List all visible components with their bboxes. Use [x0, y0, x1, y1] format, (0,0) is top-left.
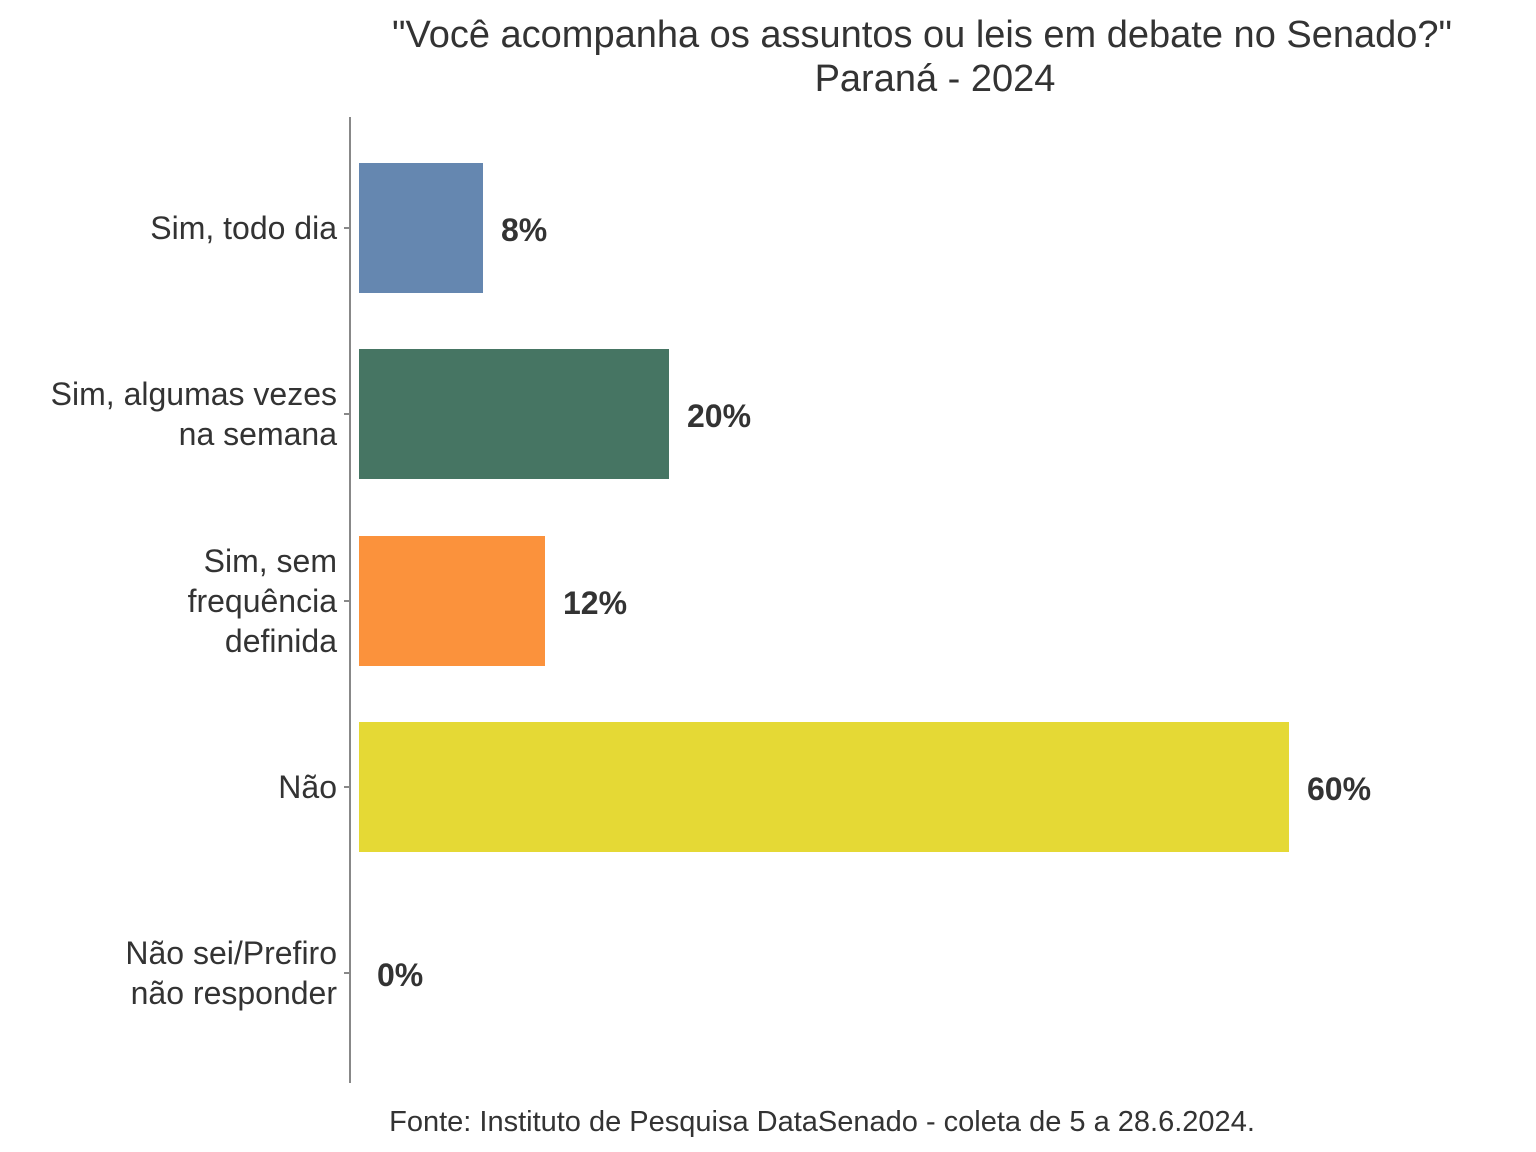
- category-label: Não sei/Prefiro não responder: [125, 935, 337, 1011]
- source-caption: Fonte: Instituto de Pesquisa DataSenado …: [389, 1106, 1255, 1138]
- chart-title: "Você acompanha os assuntos ou leis em d…: [392, 14, 1452, 56]
- data-label: 60%: [1307, 771, 1371, 807]
- category-label: Sim, algumas vezes na semana: [51, 376, 338, 452]
- category-label: Sim, sem frequência definida: [188, 543, 338, 659]
- bar-3: [359, 536, 545, 666]
- category-labels: Sim, todo dia Sim, algumas vezes na semana…: [51, 210, 338, 1011]
- bar-4: [359, 722, 1289, 852]
- data-label: 12%: [563, 585, 627, 621]
- y-axis-ticks: [344, 227, 350, 974]
- bar-2: [359, 349, 669, 479]
- category-label: Sim, todo dia: [150, 210, 337, 246]
- value-labels: 8% 20% 12% 60% 0%: [377, 212, 1371, 993]
- data-label: 20%: [687, 398, 751, 434]
- chart-subtitle: Paraná - 2024: [815, 58, 1056, 100]
- bars-group: [359, 163, 1289, 852]
- data-label: 0%: [377, 957, 423, 993]
- data-label: 8%: [501, 212, 547, 248]
- bar-1: [359, 163, 483, 293]
- category-label: Não: [278, 769, 337, 805]
